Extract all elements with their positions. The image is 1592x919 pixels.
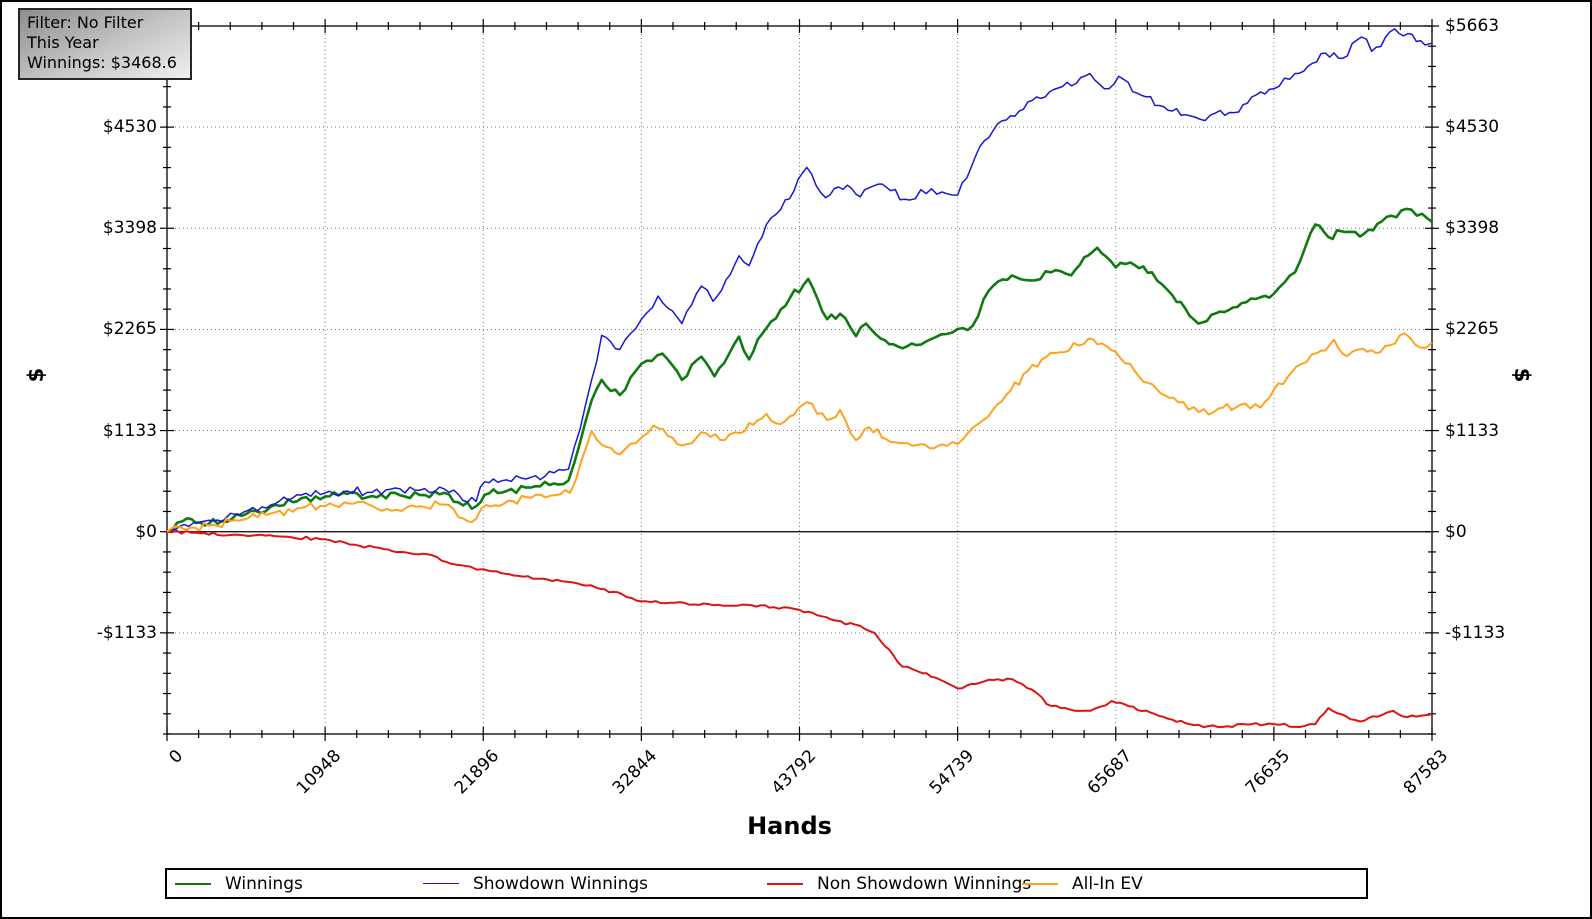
legend-label: Winnings [225, 873, 303, 894]
legend-item-winnings[interactable]: Winnings [175, 870, 303, 897]
legend-label: Showdown Winnings [473, 873, 648, 894]
series-line-showdown-winnings [166, 28, 1433, 533]
legend-line-sample [1022, 882, 1058, 885]
plot-frame [166, 25, 1433, 735]
legend-item-all-in-ev[interactable]: All-In EV [1022, 870, 1143, 897]
tooltip-filter-line: Filter: No Filter [27, 13, 144, 32]
legend-label: All-In EV [1072, 873, 1143, 894]
y-tick-label-left: $3398 [102, 218, 157, 239]
series-line-all-in-ev [166, 332, 1433, 533]
y-tick-label-right: $3398 [1445, 218, 1500, 239]
y-tick-label-left: $1133 [102, 420, 157, 441]
y-tick-label-right: -$1133 [1445, 622, 1506, 643]
legend-label: Non Showdown Winnings [817, 873, 1032, 894]
y-tick-label-right: $2265 [1445, 319, 1500, 340]
legend-box: Winnings Showdown Winnings Non Showdown … [165, 868, 1368, 899]
series-line-non-showdown-winnings [166, 529, 1433, 729]
legend-line-sample [423, 883, 459, 884]
series-line-winnings [166, 207, 1433, 533]
y-tick-label-right: $0 [1445, 521, 1467, 542]
y-tick-label-right: $4530 [1445, 117, 1500, 138]
legend-item-non-showdown-winnings[interactable]: Non Showdown Winnings [767, 870, 1031, 897]
tooltip-winnings-line: Winnings: $3468.6 [27, 53, 177, 72]
hover-tooltip: Filter: No Filter This Year Winnings: $3… [18, 8, 192, 80]
legend-item-showdown-winnings[interactable]: Showdown Winnings [423, 870, 648, 897]
x-axis-title: Hands [747, 812, 832, 840]
legend-line-sample [767, 882, 803, 885]
y-axis-title-left: $ [24, 367, 48, 383]
tooltip-range-line: This Year [27, 33, 99, 52]
y-tick-label-left: $0 [135, 521, 157, 542]
y-tick-label-left: $4530 [102, 117, 157, 138]
y-tick-label-left: -$1133 [96, 622, 157, 643]
y-tick-label-left: $2265 [102, 319, 157, 340]
y-tick-label-right: $5663 [1445, 16, 1500, 36]
legend-line-sample [175, 882, 211, 885]
y-axis-title-right: $ [1510, 367, 1534, 383]
y-tick-label-right: $1133 [1445, 420, 1500, 441]
